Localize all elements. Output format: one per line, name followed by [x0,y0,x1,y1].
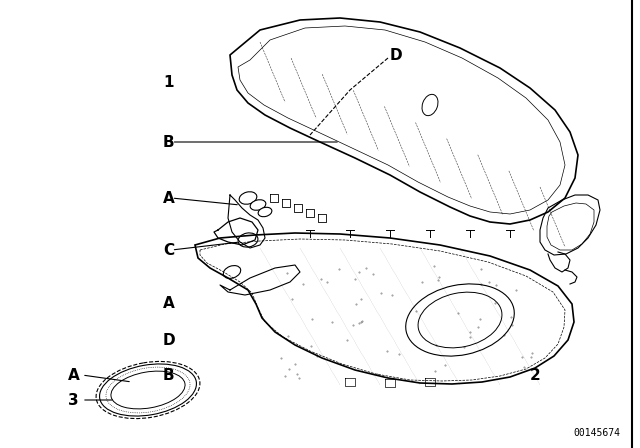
Text: A: A [163,190,175,206]
Text: C: C [163,242,174,258]
Text: B: B [163,134,175,150]
Text: 2: 2 [530,367,541,383]
Text: A: A [68,367,80,383]
Text: D: D [163,332,175,348]
Text: A: A [163,296,175,310]
Text: D: D [390,47,403,63]
Text: B: B [163,367,175,383]
Text: 3: 3 [68,392,79,408]
Ellipse shape [258,207,272,217]
Text: 1: 1 [163,74,173,90]
Ellipse shape [250,200,266,210]
Ellipse shape [239,192,257,204]
Text: 00145674: 00145674 [573,428,620,438]
